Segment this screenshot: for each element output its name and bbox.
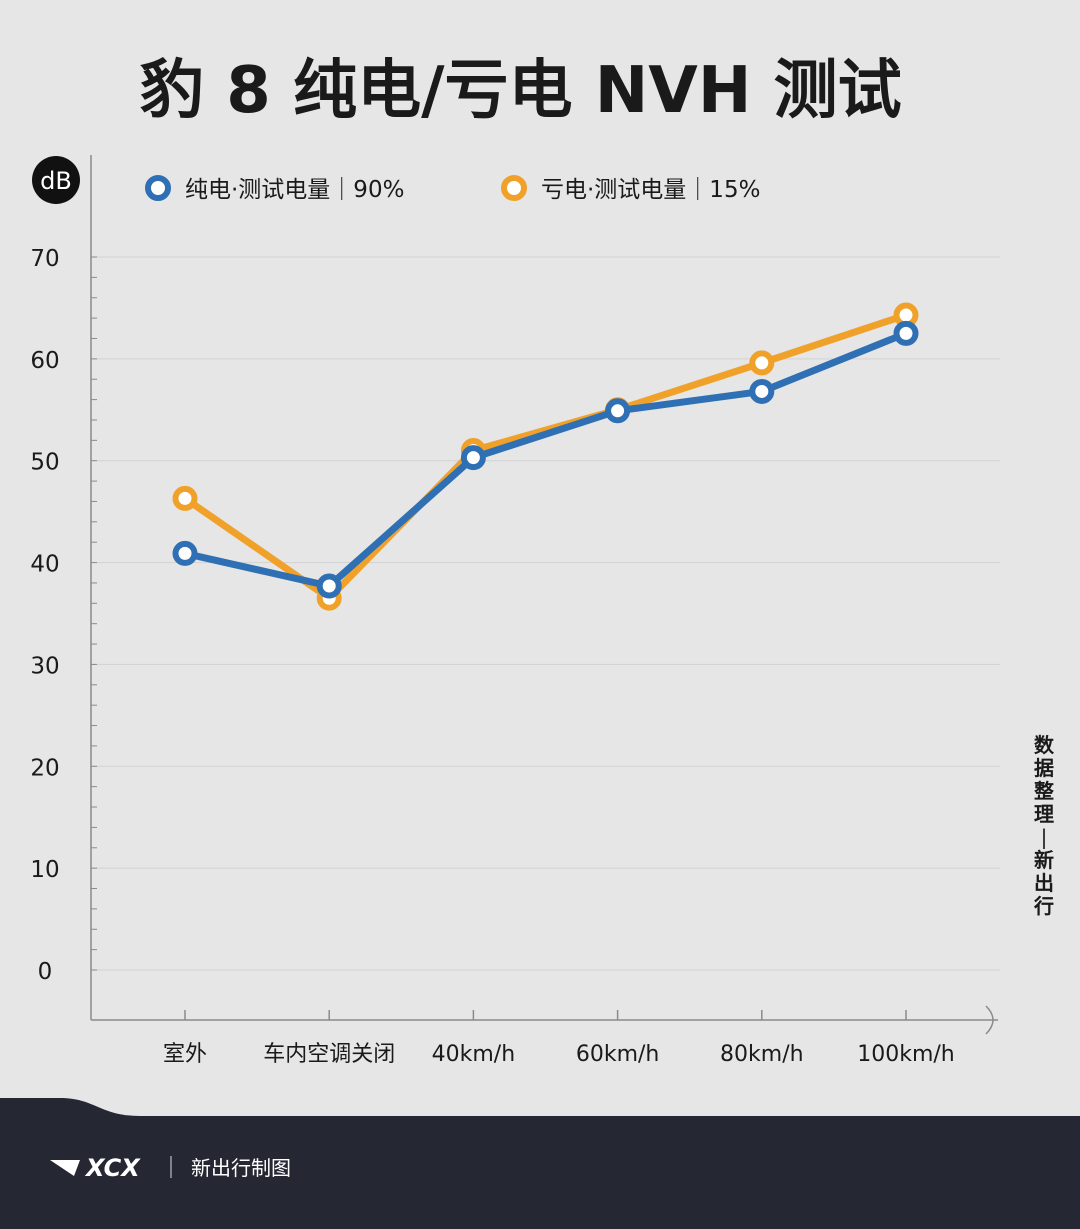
logo-wing-icon (50, 1160, 80, 1176)
legend-marker-pure-electric (145, 175, 171, 201)
y-tick-label: 50 (30, 450, 59, 476)
series (172, 302, 919, 611)
y-tick-label: 30 (30, 653, 59, 679)
data-point (316, 573, 342, 599)
data-point (893, 320, 919, 346)
data-point (172, 540, 198, 566)
legend-marker-low-battery (501, 175, 527, 201)
x-tick-label: 40km/h (432, 1042, 516, 1067)
unit-badge-label: dB (40, 167, 72, 195)
y-tick-label: 40 (30, 552, 59, 578)
y-tick-label: 70 (30, 246, 59, 272)
x-tick-label: 80km/h (720, 1042, 804, 1067)
x-tick-label: 60km/h (576, 1042, 660, 1067)
series-line (181, 311, 910, 602)
series-0 (172, 320, 919, 599)
x-tick-label: 车内空调关闭 (263, 1042, 395, 1067)
data-point (605, 398, 631, 424)
legend-label-pure-electric: 纯电·测试电量｜90% (185, 177, 404, 203)
grid-lines (91, 256, 1000, 971)
x-tick-label: 100km/h (857, 1042, 955, 1067)
legend: 纯电·测试电量｜90% 亏电·测试电量｜15% (145, 175, 760, 203)
y-axis-minor-ticks (91, 256, 97, 971)
unit-badge (32, 156, 80, 204)
x-tick-labels: 室外 车内空调关闭 40km/h 60km/h 80km/h 100km/h (163, 1010, 955, 1067)
logo-text: XCX (84, 1154, 141, 1182)
y-tick-label: 10 (30, 857, 59, 883)
y-tick-label: 0 (38, 959, 53, 985)
data-point (749, 378, 775, 404)
y-tick-label: 60 (30, 348, 59, 374)
footer-credit: 新出行制图 (191, 1156, 291, 1180)
axes (90, 155, 998, 1035)
x-tick-label: 室外 (163, 1042, 207, 1067)
series-line (181, 329, 910, 590)
footer-logo: XCX (50, 1154, 141, 1182)
y-tick-labels: 0 10 20 30 40 50 60 70 (30, 246, 59, 985)
data-point (172, 485, 198, 511)
data-point (460, 445, 486, 471)
y-tick-label: 20 (30, 755, 59, 781)
legend-label-low-battery: 亏电·测试电量｜15% (541, 177, 760, 203)
footer-bar (0, 1098, 1080, 1229)
chart-title: 豹 8 纯电/亏电 NVH 测试 (140, 54, 902, 128)
x-axis-arrow-icon (985, 1005, 994, 1035)
side-note: 数据整理|新出行 (1033, 733, 1055, 918)
data-point (749, 350, 775, 376)
